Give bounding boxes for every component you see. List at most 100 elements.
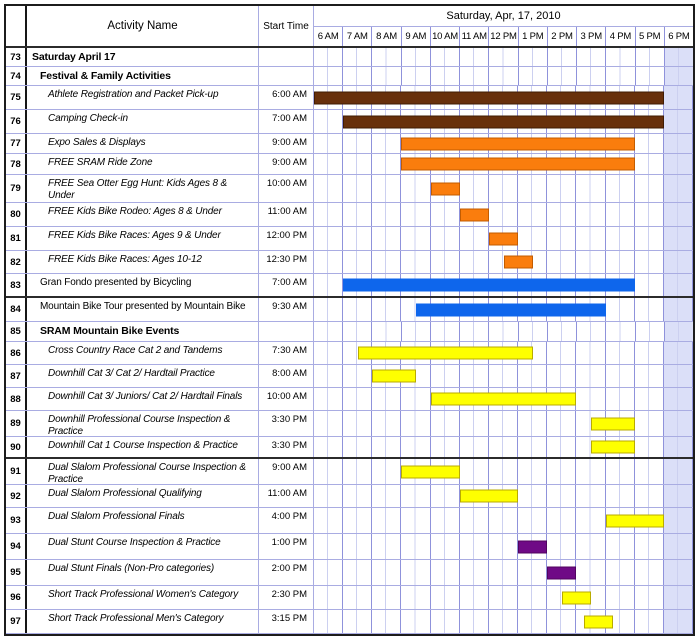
gantt-bar[interactable] (401, 157, 635, 171)
gantt-bar[interactable] (430, 182, 460, 195)
timeline-row (314, 342, 694, 364)
gantt-bar[interactable] (459, 208, 489, 221)
grid-cell (518, 508, 548, 533)
grid-cell (576, 485, 606, 507)
schedule-row-73: 73 Saturday April 17 (6, 48, 694, 67)
activity-name-header: Activity Name (27, 6, 259, 46)
grid-cell (401, 586, 431, 609)
row-number: 97 (6, 610, 27, 633)
gantt-bar[interactable] (343, 278, 635, 292)
grid-cell (430, 203, 460, 226)
schedule-row-77: 77 Expo Sales & Displays 9:00 AM (6, 134, 694, 154)
gantt-bar[interactable] (547, 566, 577, 579)
gantt-bar[interactable] (590, 440, 635, 454)
hour-label: 2 PM (546, 27, 576, 46)
row-number: 78 (6, 154, 27, 174)
grid-cell (488, 610, 519, 633)
grid-cell (518, 365, 548, 387)
grid-cell (459, 534, 489, 559)
gantt-bar[interactable] (488, 232, 519, 245)
grid-cell (576, 388, 606, 410)
gantt-bar[interactable] (583, 615, 613, 628)
schedule-row-97: 97 Short Track Professional Men's Categor… (6, 610, 694, 634)
start-time: 3:30 PM (259, 437, 314, 457)
grid-cell (343, 610, 373, 633)
start-time: 7:30 AM (259, 342, 314, 364)
grid-cell (489, 322, 519, 341)
grid-cell (372, 322, 402, 341)
grid-cell (634, 342, 664, 364)
timeline-row (314, 48, 694, 66)
grid-cell (634, 134, 664, 153)
grid-cell (343, 251, 373, 273)
start-time: 12:30 PM (259, 251, 314, 273)
gantt-bar[interactable] (503, 255, 533, 269)
gantt-bar[interactable] (605, 514, 664, 527)
grid-cell (430, 48, 461, 66)
row-number: 96 (6, 586, 27, 609)
activity-name: Gran Fondo presented by Bicycling (27, 274, 259, 296)
grid-cell (372, 437, 402, 457)
activity-name: Festival & Family Activities (27, 67, 259, 85)
grid-cell (547, 322, 578, 341)
gantt-bar[interactable] (561, 591, 591, 604)
grid-cell (576, 459, 606, 484)
grid-cell (547, 342, 577, 364)
grid-cell (314, 508, 344, 533)
grid-cell (663, 175, 694, 202)
schedule-row-93: 93 Dual Slalom Professional Finals 4:00 PM (6, 508, 694, 534)
activity-name: Downhill Professional Course Inspection … (27, 411, 259, 436)
corner-cell (6, 6, 27, 46)
grid-cell (488, 437, 519, 457)
gantt-bar[interactable] (314, 91, 664, 104)
grid-cell (401, 251, 431, 273)
grid-cell (372, 67, 402, 85)
grid-cell (663, 365, 694, 387)
grid-cell (314, 459, 344, 484)
grid-cell (634, 560, 664, 585)
grid-cell (314, 388, 344, 410)
grid-cell (314, 154, 344, 174)
grid-cell (663, 342, 694, 364)
start-time: 11:00 AM (259, 203, 314, 226)
row-number: 73 (6, 48, 27, 66)
grid-cell (547, 48, 578, 66)
grid-cell (430, 411, 460, 436)
start-time: 8:00 AM (259, 365, 314, 387)
gantt-bar[interactable] (430, 392, 577, 406)
schedule-row-95: 95 Dual Stunt Finals (Non-Pro categories)… (6, 560, 694, 586)
grid-cell (343, 154, 373, 174)
gantt-bar[interactable] (401, 137, 635, 150)
grid-cell (635, 67, 665, 85)
gantt-bar[interactable] (372, 369, 417, 383)
grid-cell (430, 227, 460, 250)
schedule-row-94: 94 Dual Stunt Course Inspection & Practic… (6, 534, 694, 560)
grid-cell (663, 298, 694, 321)
gantt-bar[interactable] (590, 417, 635, 430)
gantt-bar[interactable] (401, 465, 460, 478)
start-time: 3:15 PM (259, 610, 314, 633)
timeline-row (314, 110, 694, 133)
grid-cell (430, 586, 460, 609)
grid-cell (430, 365, 460, 387)
grid-cell (372, 298, 402, 321)
grid-cell (634, 175, 664, 202)
grid-cell (459, 586, 489, 609)
grid-cell (488, 534, 519, 559)
gantt-bar[interactable] (343, 115, 664, 128)
timeline-row (314, 67, 694, 85)
gantt-bar[interactable] (518, 540, 548, 553)
hour-label: 6 PM (663, 27, 693, 46)
grid-cell (343, 134, 373, 153)
timeline-row (314, 251, 694, 273)
grid-cell (606, 67, 636, 85)
gantt-bar[interactable] (459, 489, 519, 503)
grid-cell (547, 251, 577, 273)
grid-cell (518, 48, 548, 66)
gantt-bar[interactable] (357, 346, 533, 360)
start-time: 9:00 AM (259, 154, 314, 174)
activity-name: Camping Check-in (27, 110, 259, 133)
timeline-row (314, 560, 694, 585)
grid-cell (605, 175, 635, 202)
gantt-bar[interactable] (416, 303, 606, 316)
